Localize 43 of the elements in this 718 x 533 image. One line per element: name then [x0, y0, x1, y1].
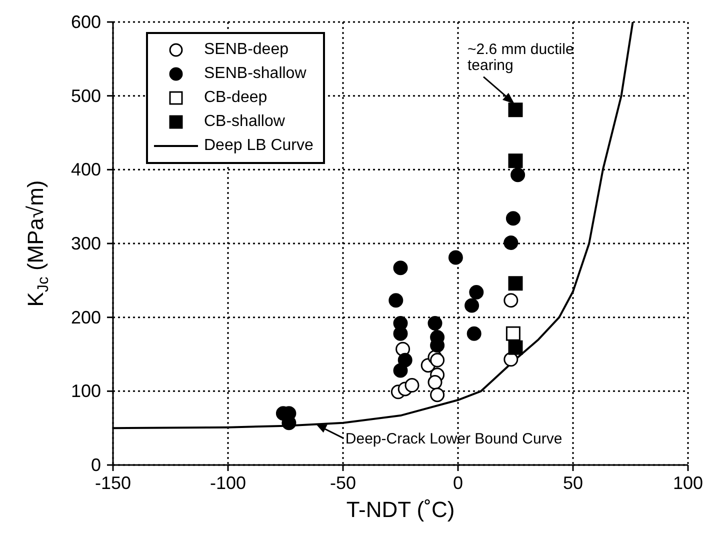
point: [504, 236, 518, 250]
point: [508, 276, 523, 291]
x-tick-label: 0: [452, 473, 464, 493]
point: [506, 326, 520, 341]
point: [428, 375, 442, 390]
point: [393, 363, 408, 378]
point: [506, 211, 520, 226]
legend-label: CB-shallow: [204, 113, 285, 131]
legend-label: SENB-deep: [204, 41, 288, 59]
point: [404, 378, 420, 393]
y-tick-label: 0: [90, 455, 101, 475]
point: [508, 102, 523, 118]
annotation: ~2.6 mm ductile tearing: [468, 40, 574, 74]
point: [388, 293, 404, 308]
point: [504, 352, 518, 367]
y-tick-label: 400: [70, 160, 101, 180]
x-tick-label: -150: [94, 473, 132, 493]
legend-label: SENB-shallow: [204, 65, 306, 83]
legend-label: Deep LB Curve: [204, 137, 314, 155]
annotation: Deep-Crack Lower Bound Curve: [345, 430, 562, 448]
point: [428, 316, 442, 330]
point: [504, 293, 518, 308]
point: [508, 154, 523, 168]
y-tick-label: 600: [70, 12, 101, 32]
point: [469, 284, 484, 300]
point: [466, 326, 482, 341]
y-tick-label: 200: [70, 307, 101, 328]
y-tick-label: 300: [70, 234, 101, 254]
point: [430, 352, 445, 368]
x-tick-label: -50: [330, 473, 356, 493]
x-tick-label: 50: [562, 473, 584, 493]
y-tick-label: 100: [70, 381, 101, 402]
x-axis-title: T-NDT (˚C): [346, 497, 455, 522]
point: [464, 298, 480, 313]
point: [448, 250, 463, 265]
point: [508, 340, 523, 355]
x-tick-label: -100: [210, 473, 246, 493]
y-tick-label: 500: [70, 86, 101, 106]
legend-label: CB-deep: [204, 89, 268, 107]
point: [510, 168, 526, 182]
x-tick-label: 100: [672, 473, 704, 493]
point: [430, 388, 445, 402]
point: [393, 260, 408, 276]
